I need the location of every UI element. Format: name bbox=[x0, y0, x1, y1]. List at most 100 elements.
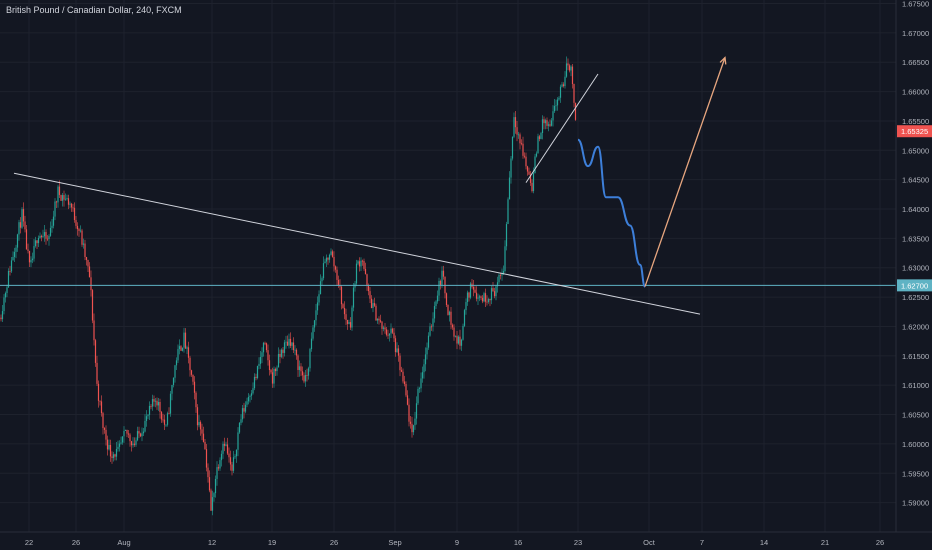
candle-body bbox=[373, 303, 376, 306]
y-tick-label: 1.67500 bbox=[902, 0, 929, 9]
candle-body bbox=[160, 411, 163, 420]
candle-body bbox=[498, 274, 500, 283]
candle-body bbox=[208, 477, 211, 491]
candle-body bbox=[558, 97, 560, 100]
candle-body bbox=[378, 318, 380, 321]
candle-body bbox=[27, 249, 29, 251]
candle-body bbox=[159, 401, 161, 412]
projected-decline-path bbox=[577, 138, 646, 288]
candle-body bbox=[216, 467, 218, 479]
candle-body bbox=[271, 372, 274, 384]
candle-body bbox=[537, 136, 539, 154]
candle-body bbox=[493, 291, 496, 297]
candle-body bbox=[382, 327, 385, 329]
candle-body bbox=[283, 342, 286, 353]
candle-body bbox=[234, 456, 236, 458]
candle-body bbox=[103, 428, 106, 430]
candle-body bbox=[213, 493, 215, 498]
candle-body bbox=[544, 120, 547, 124]
time-axis[interactable]: 22 26 Aug 12 19 26 Sep 9 16 23 Oct 7 14 21 26 bbox=[25, 538, 884, 547]
candle-body bbox=[169, 393, 172, 414]
candle-body bbox=[244, 404, 247, 412]
descending-trendline bbox=[13, 172, 701, 315]
candle-body bbox=[456, 335, 458, 344]
current-price-badge bbox=[897, 125, 932, 138]
candle-body bbox=[462, 325, 464, 340]
candle-body bbox=[561, 84, 563, 87]
candle-body bbox=[0, 317, 2, 320]
candle-body bbox=[294, 349, 296, 351]
candle-body bbox=[339, 285, 341, 287]
candle-body bbox=[25, 229, 28, 250]
candle-body bbox=[429, 326, 431, 336]
candle-body bbox=[144, 420, 146, 432]
candle-body bbox=[13, 251, 16, 258]
candle-body bbox=[571, 66, 574, 84]
candle-body bbox=[111, 456, 113, 458]
candle-body bbox=[303, 375, 305, 382]
candle-body bbox=[342, 304, 344, 308]
candle-body bbox=[189, 357, 191, 371]
candle-body bbox=[475, 292, 478, 299]
candle-body bbox=[81, 230, 83, 245]
candle-body bbox=[508, 177, 511, 200]
candle-body bbox=[241, 408, 244, 420]
candle-body bbox=[40, 235, 43, 238]
candle-body bbox=[297, 355, 299, 370]
candle-body bbox=[322, 263, 325, 279]
candle-body bbox=[120, 442, 122, 444]
candle-body bbox=[93, 320, 95, 341]
candle-body bbox=[351, 307, 353, 328]
candle-body bbox=[472, 286, 475, 290]
candle-body bbox=[139, 433, 142, 437]
candle-body bbox=[483, 293, 485, 302]
candle-body bbox=[157, 401, 160, 406]
candle-body bbox=[24, 221, 26, 230]
candle-body bbox=[514, 117, 517, 128]
candle-body bbox=[60, 194, 62, 201]
candle-body bbox=[324, 261, 326, 264]
candle-body bbox=[307, 368, 310, 376]
y-tick-label: 1.60000 bbox=[902, 440, 929, 449]
candle-body bbox=[366, 274, 368, 286]
candle-body bbox=[564, 76, 566, 87]
candle-body bbox=[436, 295, 439, 302]
candle-body bbox=[346, 319, 349, 324]
candle-body bbox=[559, 86, 562, 98]
candle-body bbox=[1, 311, 4, 320]
candle-body bbox=[252, 388, 254, 394]
lines-layer bbox=[0, 56, 896, 315]
candle-body bbox=[253, 376, 256, 389]
y-tick-label: 1.59500 bbox=[902, 469, 929, 478]
candle-body bbox=[136, 431, 139, 441]
price-axis[interactable]: 1.67500 1.67000 1.66500 1.66000 1.65500 1.650… bbox=[902, 0, 929, 508]
y-tick-label: 1.59000 bbox=[902, 499, 929, 508]
candle-body bbox=[100, 401, 103, 414]
candle-body bbox=[333, 256, 335, 267]
candle-body bbox=[94, 340, 97, 363]
candle-body bbox=[223, 443, 226, 446]
candle-body bbox=[78, 229, 80, 231]
candle-body bbox=[48, 235, 50, 239]
candle-body bbox=[279, 353, 281, 357]
candle-body bbox=[28, 250, 31, 263]
candle-body bbox=[264, 342, 266, 344]
candle-body bbox=[441, 270, 443, 286]
candle-body bbox=[319, 281, 322, 295]
candle-body bbox=[210, 490, 212, 511]
candle-body bbox=[510, 158, 512, 178]
candle-body bbox=[142, 431, 145, 434]
candle-body bbox=[268, 360, 271, 371]
y-tick-label: 1.63000 bbox=[902, 264, 929, 273]
candle-body bbox=[570, 66, 572, 71]
candle-body bbox=[6, 287, 8, 294]
candle-body bbox=[361, 260, 364, 262]
y-tick-label: 1.65000 bbox=[902, 146, 929, 155]
candle-body bbox=[513, 117, 515, 137]
candle-body bbox=[457, 336, 460, 344]
candle-body bbox=[4, 293, 7, 298]
candle-body bbox=[415, 403, 418, 419]
candle-body bbox=[355, 263, 358, 284]
candle-body bbox=[34, 240, 37, 247]
candle-body bbox=[301, 371, 304, 376]
